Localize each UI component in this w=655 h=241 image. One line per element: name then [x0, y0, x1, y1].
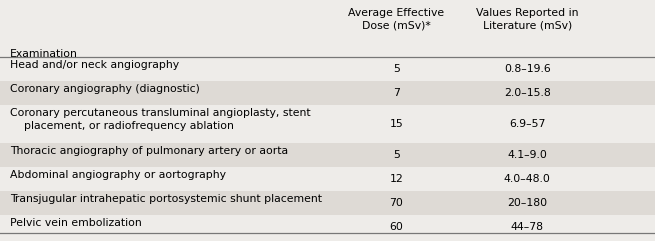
Text: 7: 7: [393, 88, 400, 98]
Text: 4.1–9.0: 4.1–9.0: [508, 150, 547, 160]
Text: 20–180: 20–180: [507, 198, 548, 208]
Text: 2.0–15.8: 2.0–15.8: [504, 88, 551, 98]
Text: Average Effective
Dose (mSv)*: Average Effective Dose (mSv)*: [348, 8, 444, 31]
Text: Pelvic vein embolization: Pelvic vein embolization: [10, 218, 141, 228]
Text: Coronary angiography (diagnostic): Coronary angiography (diagnostic): [10, 84, 200, 94]
Text: 44–78: 44–78: [511, 222, 544, 232]
Bar: [0, 143, 655, 167]
Text: Values Reported in
Literature (mSv): Values Reported in Literature (mSv): [476, 8, 578, 31]
Text: Head and/or neck angiography: Head and/or neck angiography: [10, 60, 179, 70]
Text: 6.9–57: 6.9–57: [509, 119, 546, 129]
Text: Transjugular intrahepatic portosystemic shunt placement: Transjugular intrahepatic portosystemic …: [10, 194, 322, 204]
Text: 5: 5: [393, 150, 400, 160]
Text: 5: 5: [393, 64, 400, 74]
Text: Abdominal angiography or aortography: Abdominal angiography or aortography: [10, 170, 226, 180]
Text: 12: 12: [390, 174, 403, 184]
Text: 15: 15: [390, 119, 403, 129]
Text: Examination: Examination: [10, 49, 78, 60]
Text: Coronary percutaneous transluminal angioplasty, stent
    placement, or radiofre: Coronary percutaneous transluminal angio…: [10, 108, 310, 131]
Bar: [0, 81, 655, 105]
Text: 60: 60: [389, 222, 403, 232]
Text: Thoracic angiography of pulmonary artery or aorta: Thoracic angiography of pulmonary artery…: [10, 146, 288, 156]
Bar: [0, 191, 655, 215]
Text: 4.0–48.0: 4.0–48.0: [504, 174, 551, 184]
Text: 0.8–19.6: 0.8–19.6: [504, 64, 551, 74]
Text: 70: 70: [389, 198, 403, 208]
